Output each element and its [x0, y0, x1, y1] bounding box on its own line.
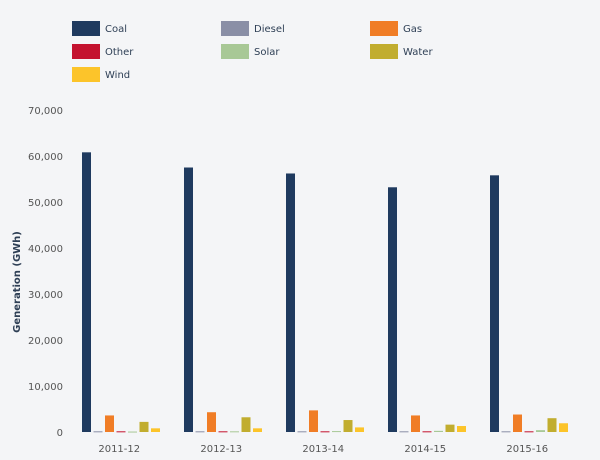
bar-wind-2012-13 [253, 428, 262, 432]
bar-gas-2011-12 [105, 415, 114, 432]
bar-solar-2015-16 [536, 430, 545, 432]
bar-gas-2015-16 [513, 414, 522, 432]
x-tick-label: 2013-14 [302, 444, 344, 455]
bar-other-2015-16 [524, 431, 534, 433]
bar-water-2015-16 [547, 418, 557, 432]
bar-water-2011-12 [139, 421, 149, 432]
x-tick-label: 2015-16 [506, 444, 548, 455]
bar-other-2014-15 [422, 431, 432, 433]
bar-gas-2014-15 [411, 415, 420, 432]
legend-swatch-solar [221, 44, 249, 59]
bar-diesel-2014-15 [399, 431, 409, 433]
bars [82, 152, 568, 433]
bar-solar-2011-12 [128, 431, 137, 433]
x-tick-label: 2012-13 [200, 444, 242, 455]
y-tick-label: 10,000 [28, 382, 63, 393]
legend-swatch-wind [72, 67, 100, 82]
y-tick-label: 50,000 [28, 198, 63, 209]
y-tick-label: 30,000 [28, 290, 63, 301]
y-tick-label: 60,000 [28, 152, 63, 163]
legend-label-wind: Wind [105, 70, 130, 81]
bar-gas-2013-14 [309, 410, 318, 432]
y-tick-label: 70,000 [28, 106, 63, 117]
legend-label-coal: Coal [105, 24, 127, 35]
bar-wind-2014-15 [457, 426, 466, 432]
bar-coal-2014-15 [388, 187, 397, 432]
bar-solar-2012-13 [230, 431, 239, 433]
x-tick-label: 2011-12 [98, 444, 140, 455]
legend-label-gas: Gas [403, 24, 422, 35]
legend-swatch-other [72, 44, 100, 59]
bar-solar-2014-15 [434, 430, 443, 432]
legend-label-solar: Solar [254, 47, 280, 58]
bar-wind-2011-12 [151, 428, 160, 432]
bar-diesel-2015-16 [501, 431, 511, 433]
bar-solar-2013-14 [332, 431, 341, 433]
bar-coal-2012-13 [184, 167, 193, 432]
x-tick-label: 2014-15 [404, 444, 446, 455]
y-tick-label: 0 [57, 428, 63, 439]
x-axis: 2011-12 2012-13 2013-14 2014-15 2015-16 [98, 444, 548, 455]
y-axis: 0 10,000 20,000 30,000 40,000 50,000 60,000 70,… [28, 106, 63, 439]
bar-wind-2013-14 [355, 427, 364, 432]
legend-swatch-coal [72, 21, 100, 36]
y-tick-label: 20,000 [28, 336, 63, 347]
legend-label-water: Water [403, 47, 433, 58]
legend-label-diesel: Diesel [254, 24, 285, 35]
bar-water-2014-15 [445, 424, 455, 432]
y-axis-label: Generation (GWh) [12, 231, 23, 333]
legend: Coal Diesel Gas Other Solar Water Wind [72, 21, 433, 82]
y-tick-label: 40,000 [28, 244, 63, 255]
bar-diesel-2011-12 [93, 431, 103, 433]
bar-coal-2015-16 [490, 175, 499, 432]
bar-other-2013-14 [320, 431, 330, 433]
legend-swatch-water [370, 44, 398, 59]
bar-other-2012-13 [218, 431, 228, 433]
bar-coal-2011-12 [82, 152, 91, 432]
bar-diesel-2013-14 [297, 431, 307, 433]
legend-swatch-gas [370, 21, 398, 36]
bar-gas-2012-13 [207, 412, 216, 432]
bar-diesel-2012-13 [195, 431, 205, 433]
bar-water-2013-14 [343, 420, 353, 432]
legend-swatch-diesel [221, 21, 249, 36]
legend-label-other: Other [105, 47, 134, 58]
bar-coal-2013-14 [286, 173, 295, 433]
bar-wind-2015-16 [559, 423, 568, 432]
bar-other-2011-12 [116, 431, 126, 433]
bar-water-2012-13 [241, 417, 251, 432]
